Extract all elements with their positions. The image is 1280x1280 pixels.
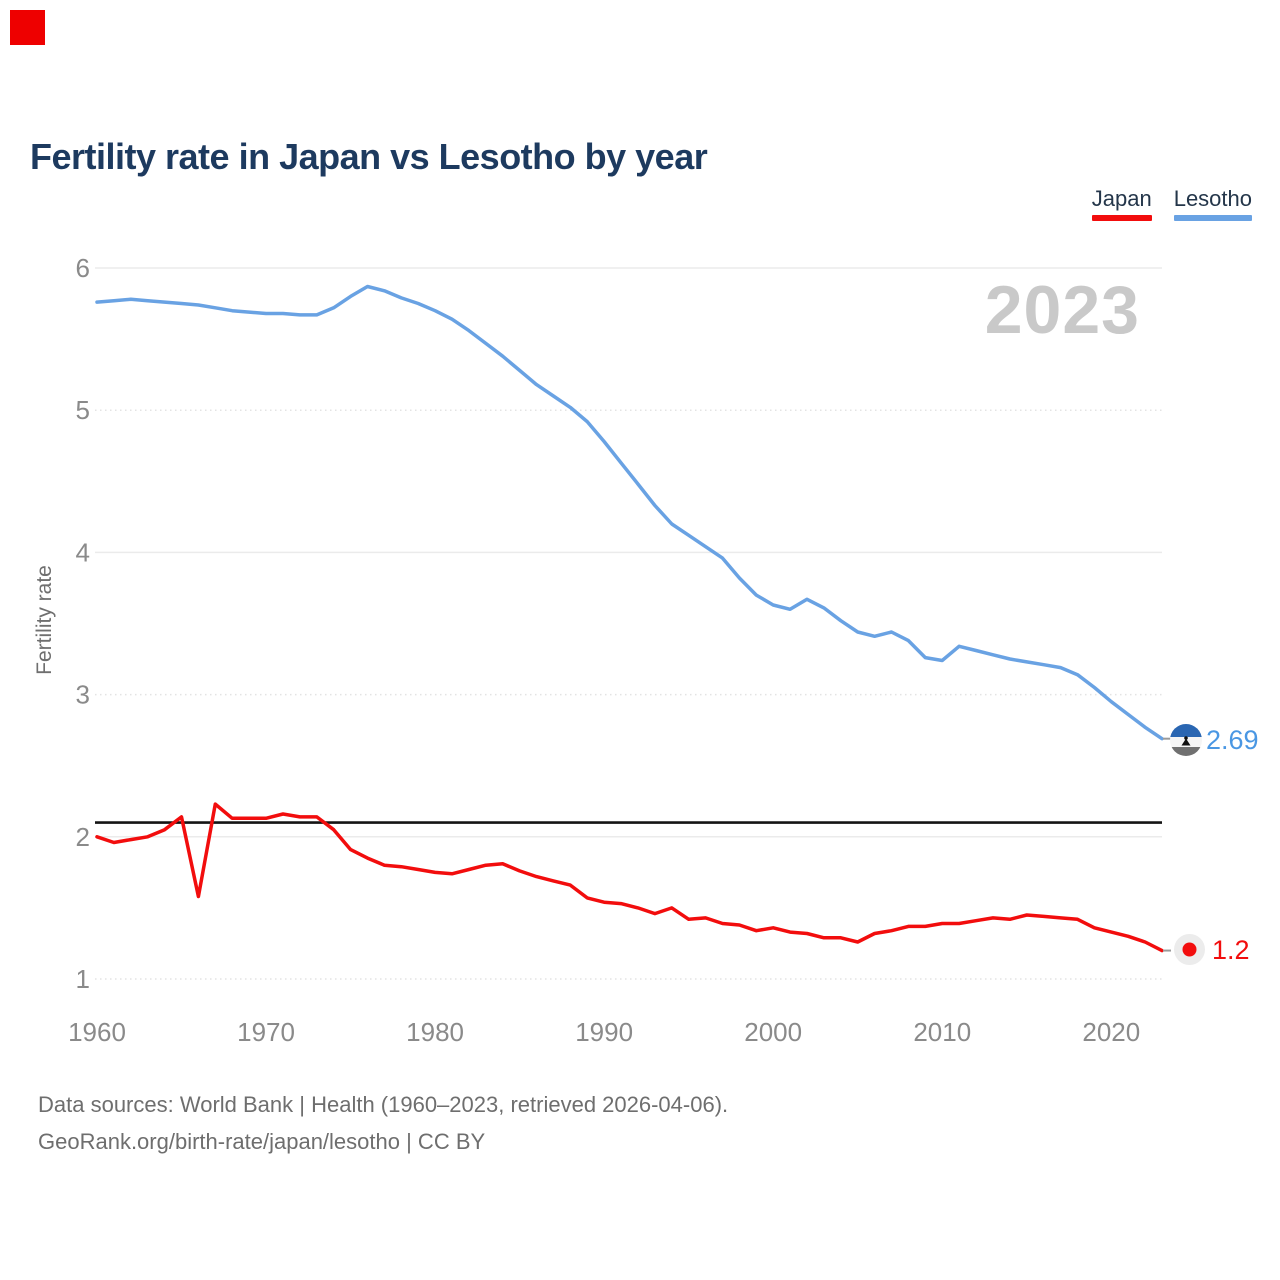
y-tick-3: 3 — [76, 680, 90, 710]
y-tick-1: 1 — [76, 964, 90, 994]
year-watermark: 2023 — [984, 272, 1140, 348]
legend: Japan Lesotho — [1091, 186, 1252, 221]
y-tick-6: 6 — [76, 253, 90, 283]
series-line-lesotho — [95, 284, 1164, 741]
x-tick-1960: 1960 — [68, 1017, 126, 1047]
data-source-line: Data sources: World Bank | Health (1960–… — [38, 1092, 729, 1117]
attribution-line: GeoRank.org/birth-rate/japan/lesotho | C… — [38, 1129, 486, 1154]
page-title: Fertility rate in Japan vs Lesotho by ye… — [30, 136, 708, 178]
lesotho-end-value: 2.69 — [1206, 725, 1259, 755]
legend-bar-lesotho — [1173, 215, 1252, 221]
legend-label-japan: Japan — [1091, 186, 1152, 211]
x-tick-2020: 2020 — [1082, 1017, 1140, 1047]
legend-bar-japan — [1091, 215, 1152, 221]
lesotho-flag-icon — [1170, 724, 1202, 761]
x-tick-2010: 2010 — [913, 1017, 971, 1047]
y-axis-title: Fertility rate — [33, 565, 56, 675]
legend-item-japan[interactable]: Japan — [1091, 186, 1152, 221]
y-tick-2: 2 — [76, 822, 90, 852]
y-tick-5: 5 — [76, 395, 90, 425]
y-tick-4: 4 — [76, 537, 90, 567]
legend-item-lesotho[interactable]: Lesotho — [1173, 186, 1252, 221]
x-tick-1990: 1990 — [575, 1017, 633, 1047]
brand-mark — [10, 10, 45, 45]
series-line-japan — [95, 802, 1164, 953]
x-tick-2000: 2000 — [744, 1017, 802, 1047]
japan-end-value: 1.2 — [1212, 935, 1250, 965]
japan-flag-icon — [1174, 934, 1205, 970]
footer: Data sources: World Bank | Health (1960–… — [38, 1086, 728, 1160]
legend-label-lesotho: Lesotho — [1173, 186, 1252, 211]
x-tick-1970: 1970 — [237, 1017, 295, 1047]
x-tick-1980: 1980 — [406, 1017, 464, 1047]
